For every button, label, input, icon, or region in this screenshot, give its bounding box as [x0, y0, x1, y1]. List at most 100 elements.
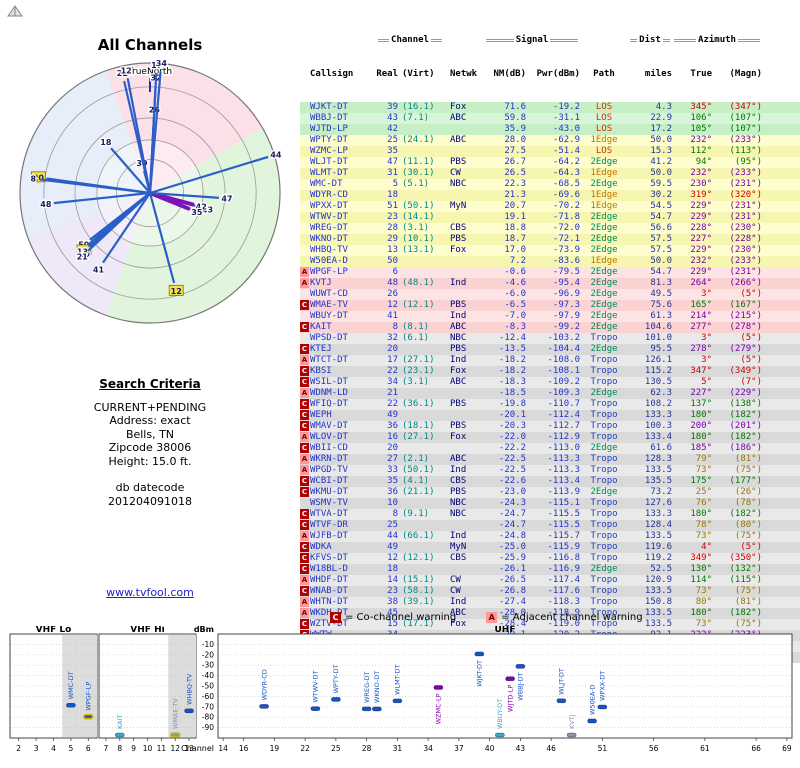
table-row: C WSIL-DT 34 (3.1) ABC -18.3 -109.2 Tropo 130.5 5…	[300, 377, 800, 388]
cell-azimuth-magn: (230°)	[729, 223, 762, 233]
cell-path: 2Edge	[590, 223, 618, 233]
cell-warning-flag: C	[300, 487, 310, 498]
cell-callsign: WBUY-DT	[310, 311, 348, 321]
cell-path: 2Edge	[590, 179, 618, 189]
cell-nm-db: -22.5	[498, 454, 526, 464]
cell-virtual-channel	[398, 344, 444, 355]
cell-azimuth-magn: (201°)	[729, 421, 762, 431]
cell-pwr-dbm: -119.0	[547, 619, 580, 629]
table-row: WZMC-LP 35 27.5 -51.4 LOS 15.3 112° (113°)	[300, 146, 800, 157]
cell-callsign: WLMT-DT	[310, 168, 348, 178]
header-nm: NM(dB)	[493, 68, 526, 79]
cell-azimuth-magn: (5°)	[740, 355, 762, 365]
cell-dist-miles: 61.3	[650, 311, 672, 321]
cell-dist-miles: 133.3	[644, 410, 672, 420]
cell-callsign: WFIQ-DT	[310, 399, 348, 409]
cell-warning-flag	[300, 190, 310, 201]
cell-nm-db: -26.8	[498, 586, 526, 596]
cell-azimuth-magn: (75°)	[734, 465, 762, 475]
cell-dist-miles: 50.0	[650, 135, 672, 145]
cell-azimuth-magn: (81°)	[734, 597, 762, 607]
cell-callsign: W18BL-D	[310, 564, 348, 574]
cell-virtual-channel: (12.1)	[402, 553, 435, 563]
cell-virtual-channel	[398, 289, 444, 300]
cell-azimuth-magn: (233°)	[729, 135, 762, 145]
cell-nm-db: -26.5	[498, 575, 526, 585]
cell-nm-db: -20.3	[498, 421, 526, 431]
polar-chart-title: All Channels	[97, 36, 203, 54]
cell-pwr-dbm: -97.3	[552, 300, 580, 310]
cell-real-channel: 33	[387, 465, 398, 475]
table-row: A WTCT-DT 17 (27.1) Ind -18.2 -108.0 Tropo 126.1…	[300, 355, 800, 366]
cell-path: Tropo	[590, 410, 618, 420]
cell-callsign: WDNM-LD	[310, 388, 348, 398]
tvfool-link[interactable]: www.tvfool.com	[106, 586, 194, 599]
cell-network: ABC	[450, 135, 467, 145]
cell-real-channel: 35	[387, 476, 398, 486]
axis-tick-label: 8	[117, 744, 122, 753]
polar-station-label: 12	[171, 287, 182, 296]
signal-marker	[310, 706, 321, 711]
group-header-channel: Channel	[376, 35, 444, 46]
header-virt: (Virt)	[402, 68, 435, 79]
cell-nm-db: 18.7	[504, 234, 526, 244]
cell-nm-db: 21.3	[504, 190, 526, 200]
signal-marker	[361, 706, 372, 712]
polar-label-highlight	[168, 284, 184, 296]
cell-nm-db: 59.8	[504, 113, 526, 123]
cell-pwr-dbm: -73.9	[552, 245, 580, 255]
table-row: WPTY-DT 25 (24.1) ABC 28.0 -62.9 1Edge 50.0 232°…	[300, 135, 800, 146]
cell-path: Tropo	[590, 520, 618, 530]
cell-azimuth-magn: (182°)	[729, 608, 762, 618]
cell-pwr-dbm: -104.4	[547, 344, 580, 354]
band-label: VHF Hi	[130, 626, 164, 635]
cell-warning-flag	[300, 212, 310, 223]
signal-marker	[515, 664, 526, 669]
cell-azimuth-true: 112°	[690, 146, 712, 156]
cell-dist-miles: 15.3	[650, 146, 672, 156]
cell-dist-miles: 133.3	[644, 509, 672, 519]
cell-azimuth-true: 185°	[690, 443, 712, 453]
cell-real-channel: 41	[387, 311, 398, 321]
cell-nm-db: -23.0	[498, 487, 526, 497]
polar-label-highlight	[76, 244, 92, 256]
polar-station-label: 42	[196, 203, 207, 212]
signal-marker	[372, 706, 382, 712]
cell-azimuth-true: 73°	[695, 465, 712, 475]
cell-callsign: WSIL-DT	[310, 377, 348, 387]
cell-path: Tropo	[590, 575, 618, 585]
cell-nm-db: 18.8	[504, 223, 526, 233]
co-channel-flag-icon: C	[300, 487, 309, 497]
table-row: WLJT-DT 47 (11.1) PBS 26.7 -64.2 2Edge 41.2 94° (…	[300, 157, 800, 168]
legend-adjacent-channel: A = Adjacent channel warning	[486, 612, 643, 623]
signal-marker	[83, 713, 94, 720]
cell-pwr-dbm: -68.5	[552, 179, 580, 189]
cell-warning-flag: A	[300, 465, 310, 476]
cell-real-channel: 18	[387, 564, 398, 574]
cell-nm-db: -26.1	[498, 564, 526, 574]
cell-path: 2Edge	[590, 564, 618, 574]
table-row: WSMV-TV 10 NBC -24.3 -115.1 Tropo 127.6 76° (78°…	[300, 498, 800, 509]
cell-nm-db: -24.7	[498, 520, 526, 530]
cell-dist-miles: 133.5	[644, 619, 672, 629]
cell-pwr-dbm: -110.7	[547, 399, 580, 409]
dbm-tick-label: -10	[202, 640, 214, 649]
axis-tick-label: 9	[131, 744, 136, 753]
cell-network	[444, 267, 484, 278]
adjacent-channel-flag-icon: A	[300, 465, 309, 475]
polar-sector	[105, 128, 280, 323]
cell-dist-miles: 130.5	[644, 377, 672, 387]
adjacent-channel-flag-icon: A	[300, 355, 309, 365]
cell-pwr-dbm: -71.8	[552, 212, 580, 222]
cell-real-channel: 35	[387, 146, 398, 156]
axis-tick-label: 13	[184, 744, 194, 753]
cell-virtual-channel	[398, 542, 444, 553]
cell-azimuth-magn: (182°)	[729, 432, 762, 442]
cell-warning-flag: C	[300, 564, 310, 575]
cell-network: PBS	[450, 234, 467, 244]
cell-azimuth-true: 79°	[695, 454, 712, 464]
table-row: C WCBI-DT 35 (4.1) CBS -22.6 -113.4 Tropo 135.5 1…	[300, 476, 800, 487]
cell-network: ABC	[450, 113, 467, 123]
cell-pwr-dbm: -118.9	[547, 608, 580, 618]
